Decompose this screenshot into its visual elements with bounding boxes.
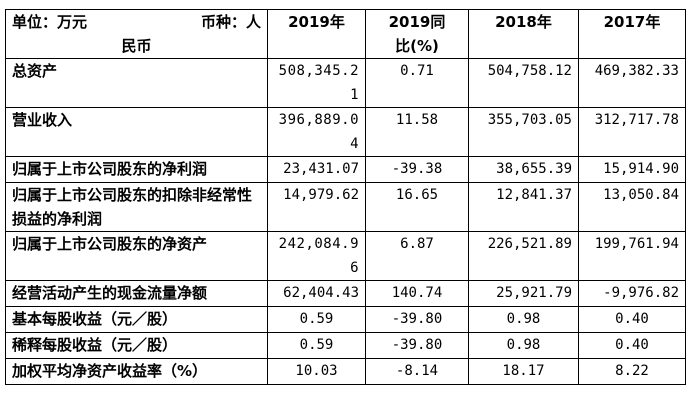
table-row: 总资产 508,345.21 0.71 504,758.12 469,382.3… bbox=[5, 58, 686, 108]
row-label: 营业收入 bbox=[5, 107, 268, 157]
value-2018: 0.98 bbox=[468, 332, 579, 359]
table-row: 基本每股收益（元／股） 0.59 -39.80 0.98 0.40 bbox=[5, 306, 686, 333]
value-yoy: 6.87 bbox=[365, 231, 469, 281]
value-2019: 10.03 bbox=[267, 358, 366, 385]
row-label: 总资产 bbox=[5, 58, 268, 108]
value-2019: 14,979.62 bbox=[267, 182, 366, 232]
row-label: 经营活动产生的现金流量净额 bbox=[5, 280, 268, 307]
col-header-2018: 2018年 bbox=[468, 9, 579, 59]
value-2018: 355,703.05 bbox=[468, 107, 579, 157]
value-yoy: -39.38 bbox=[365, 156, 469, 183]
value-2017: 13,050.84 bbox=[578, 182, 686, 232]
value-2017: 0.40 bbox=[578, 306, 686, 333]
currency-label-cont: 民币 bbox=[121, 37, 152, 55]
row-label: 归属于上市公司股东的净资产 bbox=[5, 231, 268, 281]
value-yoy: -39.80 bbox=[365, 332, 469, 359]
col-header-2019: 2019年 bbox=[267, 9, 366, 59]
value-yoy: 0.71 bbox=[365, 58, 469, 108]
table-row: 稀释每股收益（元／股） 0.59 -39.80 0.98 0.40 bbox=[5, 332, 686, 359]
value-yoy: 140.74 bbox=[365, 280, 469, 307]
table-row: 营业收入 396,889.04 11.58 355,703.05 312,717… bbox=[5, 107, 686, 157]
row-label: 归属于上市公司股东的扣除非经常性损益的净利润 bbox=[5, 182, 268, 232]
value-2019: 396,889.04 bbox=[267, 107, 366, 157]
financial-summary-table: 单位：万元 币种：人 民币 2019年 2019同比(%) 2018年 2017… bbox=[5, 9, 686, 385]
value-2019: 23,431.07 bbox=[267, 156, 366, 183]
value-2018: 12,841.37 bbox=[468, 182, 579, 232]
row-label: 归属于上市公司股东的净利润 bbox=[5, 156, 268, 183]
table-row: 归属于上市公司股东的扣除非经常性损益的净利润 14,979.62 16.65 1… bbox=[5, 182, 686, 232]
value-2019: 0.59 bbox=[267, 306, 366, 333]
value-2017: 15,914.90 bbox=[578, 156, 686, 183]
value-2018: 38,655.39 bbox=[468, 156, 579, 183]
table-row: 归属于上市公司股东的净资产 242,084.96 6.87 226,521.89… bbox=[5, 231, 686, 281]
value-2017: 469,382.33 bbox=[578, 58, 686, 108]
value-2019: 62,404.43 bbox=[267, 280, 366, 307]
value-yoy: -39.80 bbox=[365, 306, 469, 333]
value-2019: 0.59 bbox=[267, 332, 366, 359]
value-2018: 226,521.89 bbox=[468, 231, 579, 281]
row-label: 稀释每股收益（元／股） bbox=[5, 332, 268, 359]
value-2017: 8.22 bbox=[578, 358, 686, 385]
value-2017: 199,761.94 bbox=[578, 231, 686, 281]
value-yoy: -8.14 bbox=[365, 358, 469, 385]
row-label: 加权平均净资产收益率（%） bbox=[5, 358, 268, 385]
value-2018: 0.98 bbox=[468, 306, 579, 333]
header-row: 单位：万元 币种：人 民币 2019年 2019同比(%) 2018年 2017… bbox=[5, 9, 686, 59]
value-2019: 508,345.21 bbox=[267, 58, 366, 108]
value-2017: 0.40 bbox=[578, 332, 686, 359]
unit-label: 单位：万元 bbox=[12, 13, 88, 31]
value-2017: 312,717.78 bbox=[578, 107, 686, 157]
table-row: 归属于上市公司股东的净利润 23,431.07 -39.38 38,655.39… bbox=[5, 156, 686, 183]
row-label: 基本每股收益（元／股） bbox=[5, 306, 268, 333]
value-2019: 242,084.96 bbox=[267, 231, 366, 281]
unit-currency-cell: 单位：万元 币种：人 民币 bbox=[5, 9, 268, 59]
value-yoy: 11.58 bbox=[365, 107, 469, 157]
col-header-2017: 2017年 bbox=[578, 9, 686, 59]
currency-label: 币种：人 bbox=[200, 13, 261, 31]
table-row: 经营活动产生的现金流量净额 62,404.43 140.74 25,921.79… bbox=[5, 280, 686, 307]
value-2018: 504,758.12 bbox=[468, 58, 579, 108]
value-2018: 25,921.79 bbox=[468, 280, 579, 307]
col-header-yoy: 2019同比(%) bbox=[365, 9, 469, 59]
value-yoy: 16.65 bbox=[365, 182, 469, 232]
table-row: 加权平均净资产收益率（%） 10.03 -8.14 18.17 8.22 bbox=[5, 358, 686, 385]
value-2017: -9,976.82 bbox=[578, 280, 686, 307]
value-2018: 18.17 bbox=[468, 358, 579, 385]
